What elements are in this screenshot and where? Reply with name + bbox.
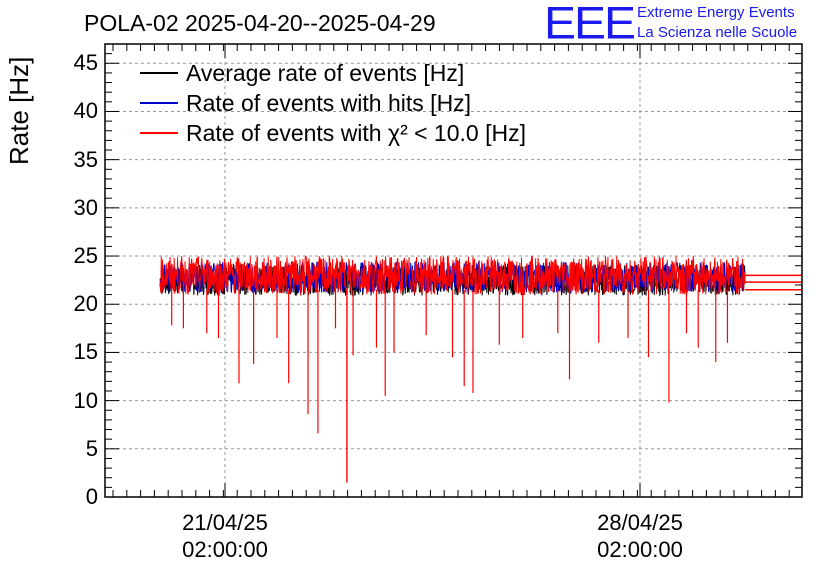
y-tick-label: 40 (73, 98, 98, 124)
y-tick-label: 10 (73, 387, 98, 413)
y-tick-label: 45 (73, 50, 98, 76)
y-tick-label: 20 (73, 291, 98, 317)
plot-frame (104, 43, 803, 498)
eee-logo: EEE (544, 0, 636, 49)
legend-label-hits: Rate of events with hits [Hz] (186, 89, 472, 116)
y-tick-label: 5 (85, 435, 98, 461)
y-tick-label: 25 (73, 243, 98, 269)
legend-entry-average: Average rate of events [Hz] (140, 60, 464, 86)
y-tick-label: 35 (73, 146, 98, 172)
chart-title: POLA-02 2025-04-20--2025-04-29 (84, 10, 436, 36)
legend-entry-chi2: Rate of events with χ² < 10.0 [Hz] (140, 120, 526, 146)
x-tick-date: 21/04/25 (182, 510, 268, 535)
x-tick-time: 02:00:00 (597, 537, 683, 562)
x-tick-label: 28/04/25 02:00:00 (570, 509, 710, 563)
legend-entry-hits: Rate of events with hits [Hz] (140, 90, 471, 116)
y-tick-label: 0 (85, 484, 98, 509)
x-tick-label: 21/04/25 02:00:00 (155, 509, 295, 563)
legend-swatch-average (140, 72, 178, 74)
x-tick-date: 28/04/25 (597, 510, 683, 535)
legend-swatch-chi2 (140, 132, 178, 134)
series-line-2 (159, 255, 746, 297)
legend-swatch-hits (140, 102, 178, 104)
x-tick-time: 02:00:00 (182, 537, 268, 562)
y-tick-label: 15 (73, 339, 98, 365)
logo-subtitle-2: La Scienza nelle Scuole (637, 24, 798, 41)
legend-label-average: Average rate of events [Hz] (186, 59, 465, 86)
legend-label-chi2: Rate of events with χ² < 10.0 [Hz] (186, 119, 526, 146)
logo-subtitle-1: Extreme Energy Events (637, 4, 795, 21)
y-tick-label: 30 (73, 194, 98, 220)
